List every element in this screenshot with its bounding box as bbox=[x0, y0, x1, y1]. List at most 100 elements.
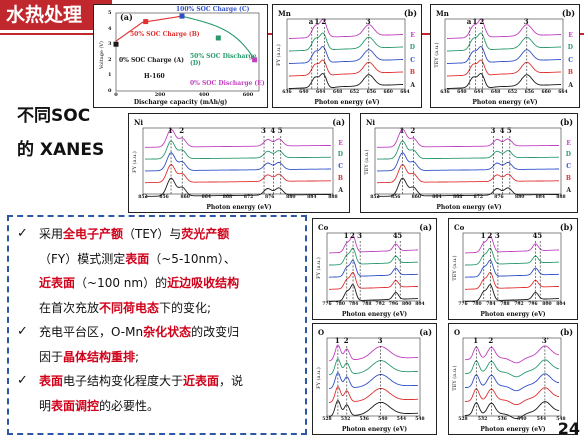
spectrum-line bbox=[145, 128, 332, 148]
element-label: Co bbox=[454, 223, 465, 232]
peak-label: a bbox=[308, 17, 314, 26]
peak-label: 2 bbox=[179, 126, 185, 135]
p-o1-plot bbox=[326, 337, 421, 418]
x-axis-label: Discharge capacity (mAh/g) bbox=[133, 99, 228, 106]
x-tick-label: 880 bbox=[286, 195, 296, 200]
o-fy-panel: O (a) 1 2 3 528 532 536 540 544 548 Photon energy (… bbox=[312, 323, 437, 435]
x-tick-label: 884 bbox=[535, 195, 546, 200]
spectrum-line bbox=[289, 32, 403, 52]
spectrum-line bbox=[328, 344, 418, 362]
series-label: C bbox=[410, 56, 415, 64]
x-tick-label: 776 bbox=[322, 302, 332, 307]
x-axis-label: Photon energy (eV) bbox=[341, 426, 408, 433]
x-tick-label: 864 bbox=[432, 195, 442, 200]
x-tick-label: 660 bbox=[383, 90, 393, 95]
panel-tag: (a) bbox=[120, 12, 133, 22]
x-tick-label: 200 bbox=[154, 92, 166, 98]
spectrum-line bbox=[328, 400, 418, 417]
spectrum-line bbox=[289, 73, 403, 89]
panel-tag: (b) bbox=[559, 117, 573, 127]
spectrum-line bbox=[328, 372, 418, 390]
spectrum-line bbox=[329, 235, 418, 254]
series-label: D bbox=[409, 44, 415, 51]
x-tick-label: 664 bbox=[400, 90, 410, 95]
p-co1-plot bbox=[326, 232, 421, 303]
text-segment: （TEY）与 bbox=[123, 227, 182, 241]
series-label: D bbox=[565, 151, 571, 159]
x-axis-label: Photon energy (eV) bbox=[341, 311, 408, 318]
ni-tey-panel: Ni (b) 1 2 3 4 5 E D C B A 852 856 860 864 868 872 876 880 8… bbox=[360, 113, 578, 213]
peak-label: 1 bbox=[399, 126, 405, 135]
x-tick-label: 660 bbox=[541, 90, 551, 95]
spectrum-line bbox=[447, 32, 561, 52]
plot-frame bbox=[462, 232, 562, 302]
x-axis-label: Photon energy (eV) bbox=[206, 204, 272, 211]
highlight-term: 近表面 bbox=[39, 276, 76, 290]
check-mark: ✓ bbox=[17, 226, 28, 241]
y-tick-label: 4 bbox=[108, 25, 112, 32]
x-tick-label: 804 bbox=[556, 302, 566, 307]
spectrum-line bbox=[328, 247, 419, 266]
series-label: C bbox=[566, 163, 571, 171]
spectrum-line bbox=[447, 73, 561, 89]
peak-label: 4 bbox=[532, 231, 538, 240]
peak-label: 5 bbox=[397, 231, 403, 240]
x-tick-label: 796 bbox=[388, 302, 399, 307]
series-label: E bbox=[568, 31, 573, 39]
spectrum-line bbox=[328, 386, 418, 404]
plot-frame bbox=[326, 337, 421, 417]
p-ni2-plot bbox=[374, 127, 562, 197]
x-tick-label: 792 bbox=[514, 302, 524, 307]
peak-label: 3 bbox=[365, 17, 371, 26]
p-mn2-plot bbox=[444, 18, 564, 91]
panel-tag: (b) bbox=[559, 327, 573, 337]
soc-marker bbox=[113, 41, 119, 47]
plot-frame bbox=[374, 127, 562, 195]
text-segment: 因于 bbox=[39, 349, 64, 364]
series-label: C bbox=[568, 56, 573, 64]
x-tick-label: 800 bbox=[542, 302, 552, 307]
peak-label: 4 bbox=[270, 126, 276, 135]
text-segment: （~100 nm）的 bbox=[75, 276, 168, 290]
x-tick-label: 528 bbox=[322, 417, 332, 422]
bullet-line: 在首次充放不同荷电态下的变化; bbox=[39, 299, 211, 316]
peak-label: 1 bbox=[343, 231, 349, 240]
peak-label: 3 bbox=[494, 231, 500, 240]
series-label: D bbox=[567, 44, 573, 51]
peak-label: 2 bbox=[350, 231, 355, 240]
x-tick-label: 648 bbox=[490, 90, 501, 95]
bullet-line: 采用全电子产额（TEY）与荧光产额 bbox=[39, 225, 229, 242]
x-tick-label: 888 bbox=[556, 195, 566, 200]
highlight-term: 表面调控 bbox=[51, 398, 100, 413]
y-axis-label: TEY (a.u.) bbox=[452, 255, 458, 281]
y-tick-label: 0 bbox=[108, 88, 112, 94]
x-tick-label: 872 bbox=[243, 195, 254, 200]
x-tick-label: 796 bbox=[528, 302, 538, 307]
check-mark: ✓ bbox=[17, 324, 28, 339]
series-label: B bbox=[337, 174, 343, 182]
x-tick-label: 860 bbox=[180, 195, 190, 200]
text-segment: 在首次充放 bbox=[39, 300, 100, 315]
x-axis-label: Photon energy (eV) bbox=[472, 99, 538, 106]
series-label: A bbox=[410, 81, 415, 89]
x-tick-label: 540 bbox=[378, 417, 388, 422]
x-tick-label: 852 bbox=[370, 195, 380, 200]
x-tick-label: 876 bbox=[264, 195, 275, 200]
spectrum-line bbox=[465, 271, 560, 290]
y-tick-label: 2 bbox=[108, 56, 112, 63]
spectrum-line bbox=[465, 387, 560, 406]
series-label: E bbox=[566, 139, 571, 147]
x-tick-label: 532 bbox=[477, 417, 488, 422]
x-tick-label: 860 bbox=[411, 195, 422, 200]
label-50-charge: 50% SOC Charge (B) bbox=[130, 31, 200, 38]
y-axis-label: TEY (a.u.) bbox=[452, 365, 458, 391]
spectrum-line bbox=[465, 283, 559, 302]
plot-frame bbox=[142, 127, 334, 195]
x-axis-label: Photon energy (eV) bbox=[436, 204, 502, 211]
peak-label: 2 bbox=[487, 231, 493, 240]
element-label: O bbox=[318, 328, 325, 337]
spectrum-line bbox=[465, 235, 559, 254]
co-tey-panel: Co (b) 1 2 3 4 5 776 780 784 788 792 796 800 804 Photon… bbox=[448, 218, 578, 320]
spectrum-line bbox=[145, 152, 331, 172]
spectrum-line bbox=[145, 163, 331, 184]
